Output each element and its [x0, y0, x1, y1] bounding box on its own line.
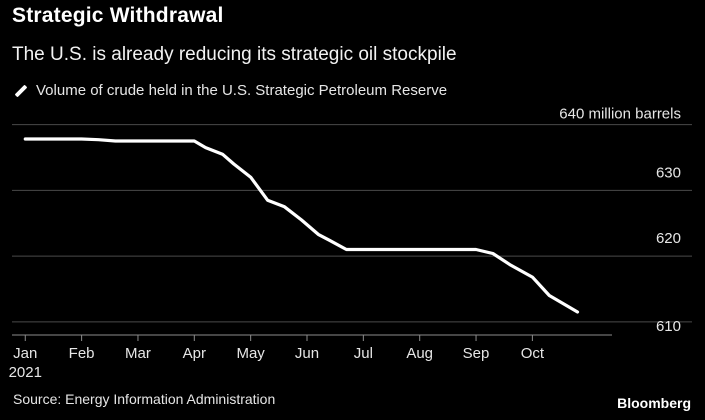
- y-tick-label-610: 610: [656, 318, 681, 335]
- x-tick-label-jul: Jul: [354, 345, 373, 362]
- x-tick-label-mar: Mar: [125, 345, 151, 362]
- x-year-label: 2021: [9, 364, 42, 381]
- legend: Volume of crude held in the U.S. Strateg…: [14, 82, 447, 99]
- x-tick-label-sep: Sep: [463, 345, 490, 362]
- x-tick-label-aug: Aug: [406, 345, 433, 362]
- x-tick-label-oct: Oct: [521, 345, 545, 362]
- y-tick-label-620: 620: [656, 230, 681, 247]
- x-tick-label-jun: Jun: [295, 345, 319, 362]
- y-tick-label-640: 640 million barrels: [559, 106, 681, 123]
- chart-title: Strategic Withdrawal: [12, 4, 224, 27]
- x-tick-label-feb: Feb: [69, 345, 95, 362]
- source-note: Source: Energy Information Administratio…: [13, 391, 276, 407]
- legend-label: Volume of crude held in the U.S. Strateg…: [36, 82, 448, 99]
- x-tick-label-jan: Jan: [13, 345, 37, 362]
- x-tick-label-may: May: [236, 345, 265, 362]
- bloomberg-logo: Bloomberg: [617, 395, 691, 411]
- series-line-0: [23, 137, 580, 314]
- y-tick-label-630: 630: [656, 164, 681, 181]
- x-tick-label-apr: Apr: [183, 345, 206, 362]
- chart-subtitle: The U.S. is already reducing its strateg…: [12, 44, 457, 65]
